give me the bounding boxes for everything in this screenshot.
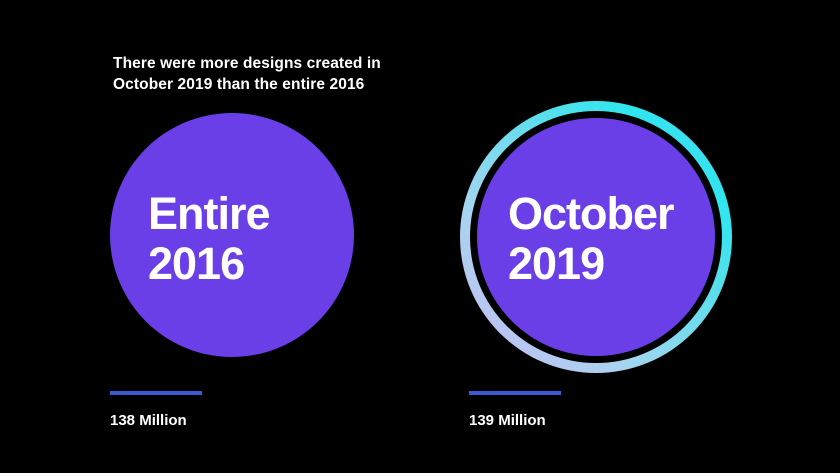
october-2019-value: 139 Million — [469, 412, 546, 429]
october-2019-label-line-1: October — [508, 188, 675, 239]
entire-2016-label: Entire 2016 — [148, 188, 271, 289]
headline-line-2: October 2019 than the entire 2016 — [113, 76, 365, 93]
october-2019-label-line-2: 2019 — [508, 238, 605, 289]
october-2019-label: October 2019 — [508, 188, 675, 289]
headline: There were more designs created in Octob… — [113, 53, 443, 95]
entire-2016-label-line-1: Entire — [148, 188, 271, 239]
entire-2016-bar — [110, 391, 202, 395]
entire-2016-value: 138 Million — [110, 412, 187, 429]
october-2019-circle — [477, 118, 715, 356]
entire-2016-circle — [110, 113, 354, 357]
headline-line-1: There were more designs created in — [113, 55, 381, 72]
october-2019-bar — [469, 391, 561, 395]
entire-2016-label-line-2: 2016 — [148, 238, 245, 289]
